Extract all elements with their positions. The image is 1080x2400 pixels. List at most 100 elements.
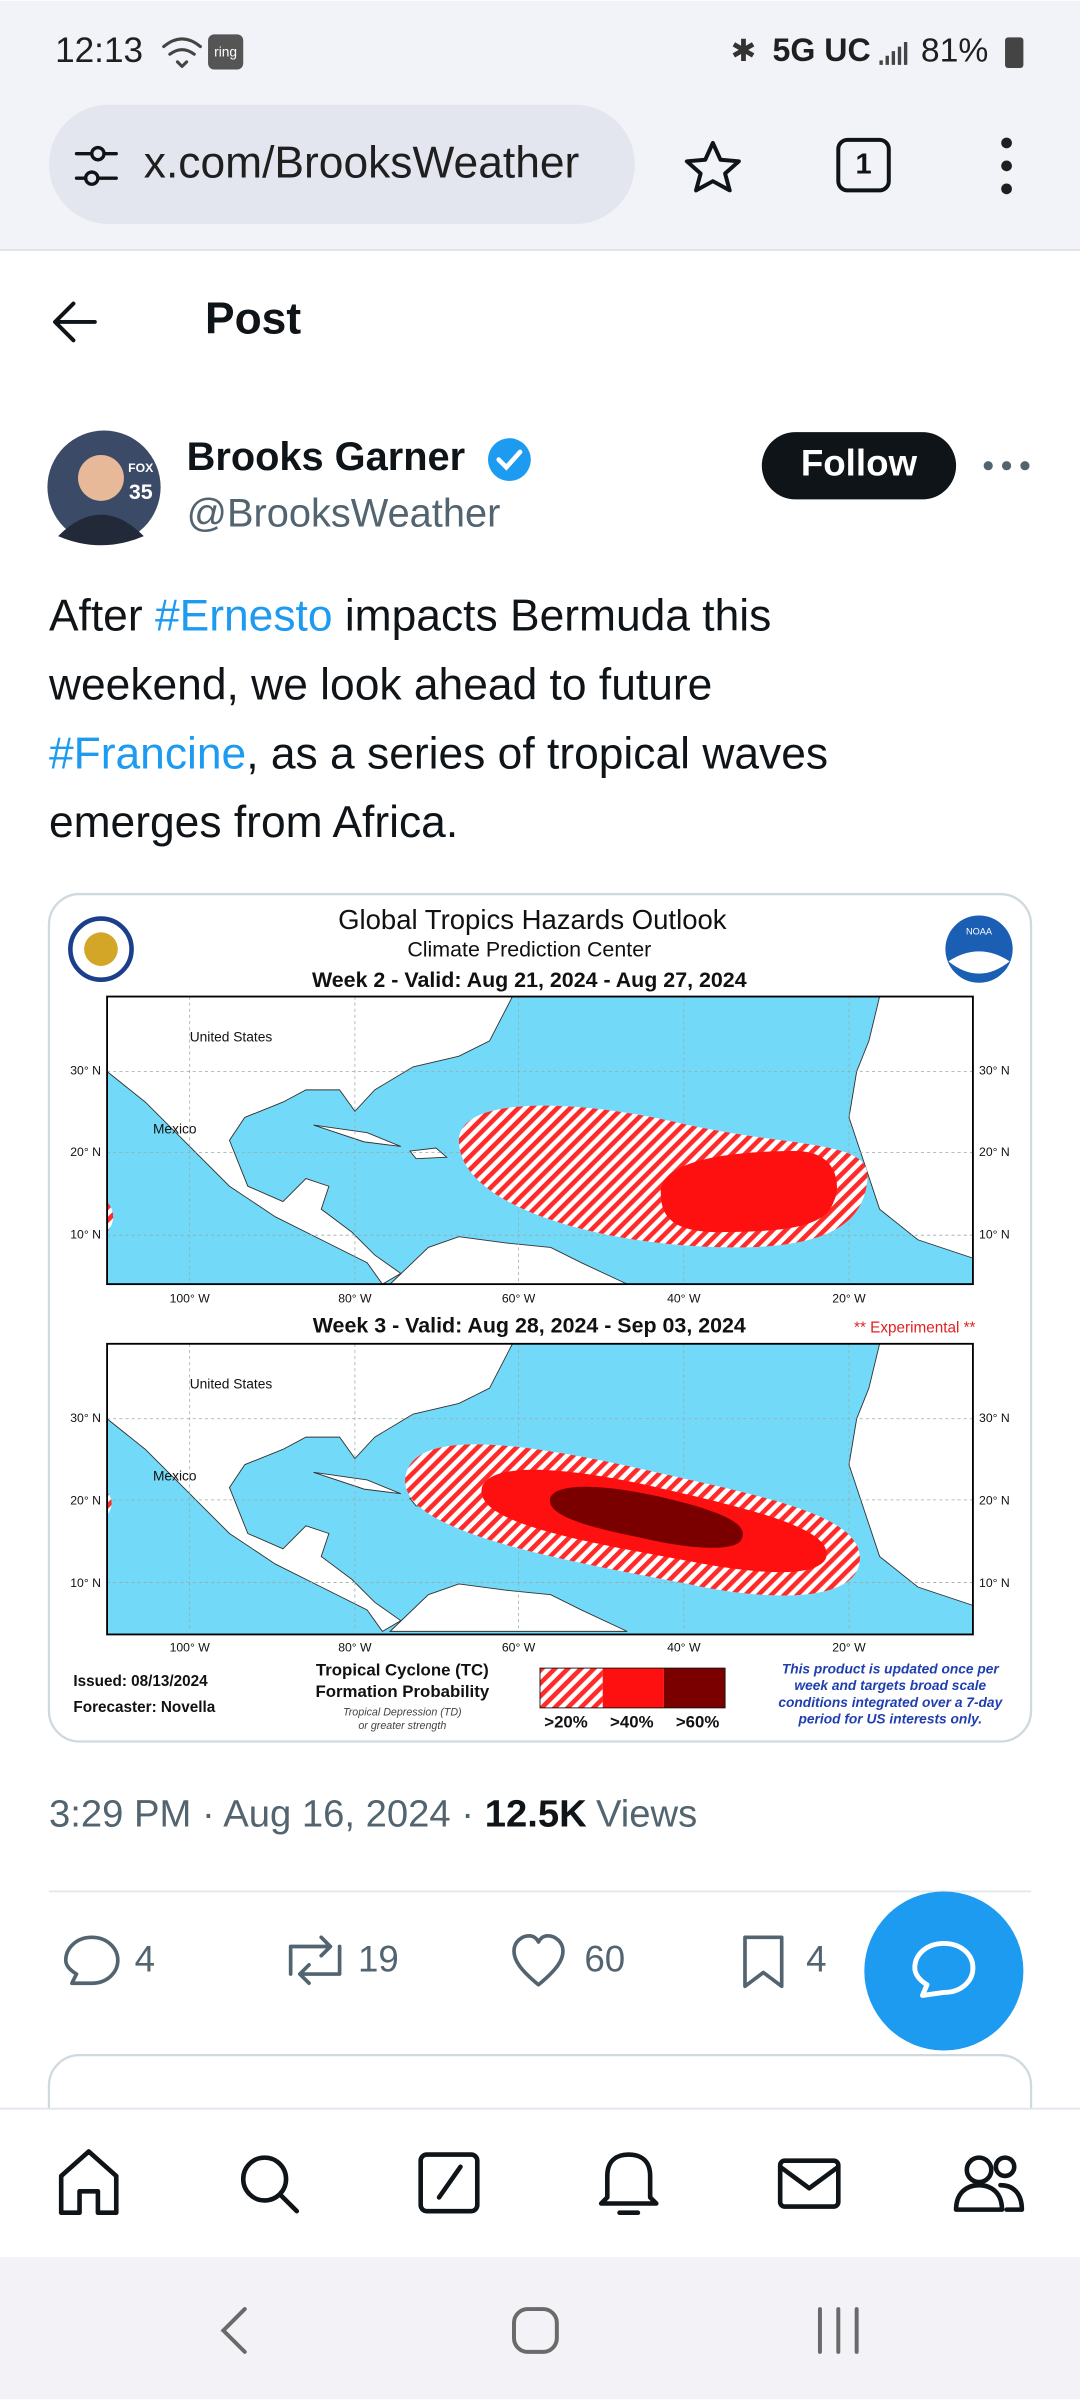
lat-label: 10° N: [70, 1576, 101, 1590]
bookmark-icon[interactable]: [743, 1935, 784, 1989]
system-recents[interactable]: [817, 2307, 859, 2354]
nav-grok[interactable]: [418, 2152, 480, 2214]
note-line: conditions integrated over a 7-day: [778, 1695, 1003, 1710]
legend-label: >20%: [544, 1713, 588, 1732]
lat-label: 10° N: [70, 1227, 101, 1241]
map-subtitle: Climate Prediction Center: [407, 937, 651, 961]
lon-label: 100° W: [170, 1292, 211, 1306]
nav-messages[interactable]: [777, 2158, 841, 2209]
menu-dot[interactable]: [1001, 183, 1012, 195]
lon-label: 40° W: [667, 1640, 701, 1654]
note-line: period for US interests only.: [797, 1712, 982, 1727]
map-title: Global Tropics Hazards Outlook: [338, 904, 727, 935]
views-count: 12.5K: [485, 1793, 587, 1836]
post-text: After #Ernesto impacts Bermuda this weeke…: [48, 591, 828, 847]
system-back[interactable]: [220, 2307, 247, 2354]
noaa-label: NOAA: [966, 927, 993, 937]
experimental-label: ** Experimental **: [854, 1320, 976, 1337]
like-icon[interactable]: [512, 1933, 565, 1987]
hashtag[interactable]: #Ernesto: [155, 591, 333, 640]
author-handle[interactable]: @BrooksWeather: [187, 492, 501, 536]
lat-label: 30° N: [70, 1064, 101, 1078]
more-dot[interactable]: [1020, 461, 1030, 471]
tabs-button[interactable]: [836, 137, 891, 193]
bookmark-star[interactable]: [684, 140, 741, 193]
timestamp: 3:29 PM · Aug 16, 2024 · 12.5K Views: [49, 1793, 697, 1836]
place-label: Mexico: [153, 1121, 197, 1136]
site-settings-knob: [90, 145, 106, 162]
lon-label: 20° W: [832, 1292, 866, 1306]
nav-grok-slash: [436, 2164, 463, 2200]
legend-subtitle: Tropical Depression (TD): [343, 1706, 462, 1718]
hazard-60: [549, 1486, 743, 1548]
legend-subtitle: or greater strength: [358, 1720, 446, 1732]
lat-label: 30° N: [979, 1411, 1010, 1425]
tab-count: 1: [855, 149, 871, 181]
url-bar[interactable]: [48, 104, 635, 225]
bookmark-count: 4: [806, 1939, 826, 1980]
verified-check: [496, 449, 523, 471]
lon-label: 80° W: [338, 1292, 372, 1306]
lon-label: 40° W: [667, 1292, 701, 1306]
signal-icon: [879, 41, 908, 65]
post-text-line: emerges from Africa.: [49, 798, 458, 847]
more-dot[interactable]: [1001, 461, 1012, 471]
text-run: emerges from Africa.: [49, 798, 458, 847]
map-frame: [106, 995, 974, 1286]
menu-dot[interactable]: [1001, 137, 1012, 149]
avatar-badge: 35: [129, 480, 153, 504]
compose-icon: [912, 1941, 976, 1998]
issued: Issued: 08/13/2024: [73, 1673, 208, 1690]
hashtag[interactable]: #Francine: [49, 729, 246, 778]
follow-button[interactable]: [761, 432, 957, 500]
nav-communities[interactable]: [964, 2155, 994, 2185]
nav-notifications[interactable]: [598, 2152, 659, 2215]
page-title: Post: [205, 295, 301, 344]
site-settings-icon[interactable]: [74, 151, 118, 180]
nav-search[interactable]: [240, 2155, 289, 2203]
noaa-logo-wave: [948, 951, 1010, 974]
author-name[interactable]: Brooks Garner: [187, 435, 465, 479]
legend-label: >40%: [610, 1713, 654, 1732]
ring-label: ring: [214, 44, 237, 59]
hazard-20: [107, 1492, 112, 1516]
avatar-suit: [58, 514, 144, 546]
avatar-face: [78, 455, 124, 501]
nav-search-handle: [277, 2192, 300, 2214]
lat-label: 10° N: [979, 1576, 1010, 1590]
legend-frame: [539, 1667, 726, 1709]
ring-icon: [208, 34, 244, 70]
reply-icon[interactable]: [63, 1935, 120, 1986]
site-settings-knob: [83, 170, 100, 186]
wifi-icon: [162, 37, 202, 68]
verified-badge: [487, 438, 531, 482]
legend-label: >60%: [676, 1713, 720, 1732]
week-label: Week 2 - Valid: Aug 21, 2024 - Aug 27, 2…: [312, 968, 747, 992]
lon-label: 20° W: [832, 1640, 866, 1654]
time-date: 3:29 PM · Aug 16, 2024 ·: [49, 1793, 474, 1836]
post-text-line: After #Ernesto impacts Bermuda this: [49, 591, 771, 640]
reply-count: 4: [135, 1939, 155, 1980]
lat-label: 20° N: [70, 1494, 101, 1508]
legend-swatch: [540, 1668, 603, 1708]
avatar-badge: FOX: [128, 461, 154, 475]
menu-dot[interactable]: [1001, 160, 1012, 172]
lat-label: 10° N: [979, 1227, 1010, 1241]
lat-label: 30° N: [70, 1411, 101, 1425]
repost-icon[interactable]: [288, 1935, 342, 1986]
nav-messages-flap: [777, 2164, 841, 2191]
system-home[interactable]: [512, 2307, 559, 2354]
forecaster: Forecaster: Novella: [73, 1699, 215, 1716]
more-dot[interactable]: [983, 461, 993, 471]
note-line: This product is updated once per: [782, 1661, 1000, 1676]
back-button[interactable]: [53, 301, 97, 343]
compose-button[interactable]: [864, 1891, 1024, 2051]
nav-home[interactable]: [58, 2149, 119, 2215]
map-labels: 30° N 30° N 20° N 20° N 10° N 10° N 100° W 80° …: [70, 1029, 1009, 1654]
text-run: weekend, we look ahead to future: [48, 660, 712, 709]
nav-communities: [993, 2155, 1017, 2179]
like-count: 60: [584, 1939, 625, 1980]
url[interactable]: x.com/BrooksWeather: [144, 139, 580, 188]
